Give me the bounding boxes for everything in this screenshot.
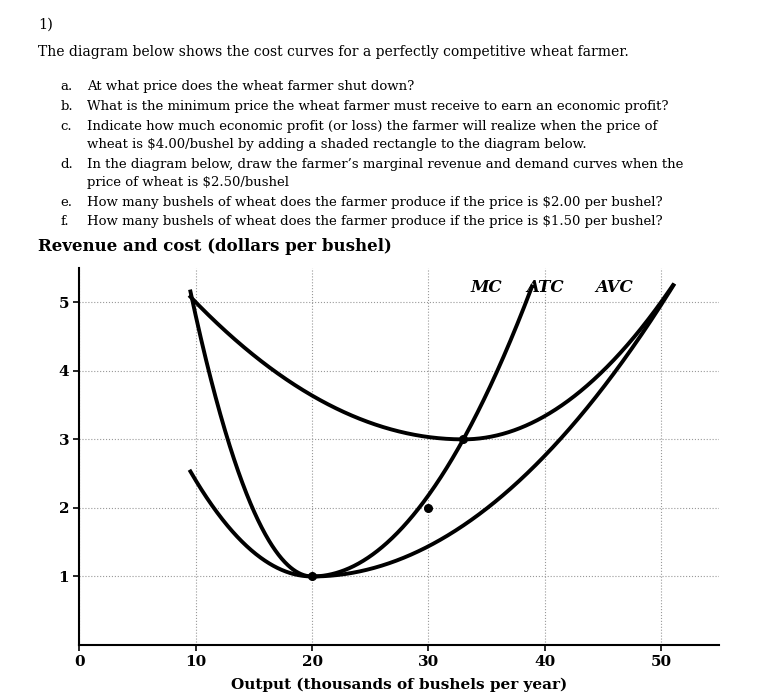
Text: How many bushels of wheat does the farmer produce if the price is $2.00 per bush: How many bushels of wheat does the farme… [87,196,662,209]
Text: In the diagram below, draw the farmer’s marginal revenue and demand curves when : In the diagram below, draw the farmer’s … [87,158,684,171]
Text: Revenue and cost (dollars per bushel): Revenue and cost (dollars per bushel) [38,238,391,255]
Text: price of wheat is $2.50/bushel: price of wheat is $2.50/bushel [87,176,289,189]
Text: MC: MC [471,279,503,296]
Text: ATC: ATC [526,279,563,296]
Text: a.: a. [61,80,73,93]
Text: The diagram below shows the cost curves for a perfectly competitive wheat farmer: The diagram below shows the cost curves … [38,45,628,59]
Text: 1): 1) [38,18,53,32]
Text: What is the minimum price the wheat farmer must receive to earn an economic prof: What is the minimum price the wheat farm… [87,100,668,113]
Text: e.: e. [61,196,73,209]
X-axis label: Output (thousands of bushels per year): Output (thousands of bushels per year) [231,678,568,692]
Text: f.: f. [61,215,69,228]
Text: wheat is $4.00/bushel by adding a shaded rectangle to the diagram below.: wheat is $4.00/bushel by adding a shaded… [87,138,587,151]
Text: AVC: AVC [596,279,634,296]
Text: Indicate how much economic profit (or loss) the farmer will realize when the pri: Indicate how much economic profit (or lo… [87,120,657,133]
Text: b.: b. [61,100,73,113]
Text: d.: d. [61,158,73,171]
Text: c.: c. [61,120,72,133]
Text: How many bushels of wheat does the farmer produce if the price is $1.50 per bush: How many bushels of wheat does the farme… [87,215,662,228]
Text: At what price does the wheat farmer shut down?: At what price does the wheat farmer shut… [87,80,414,93]
